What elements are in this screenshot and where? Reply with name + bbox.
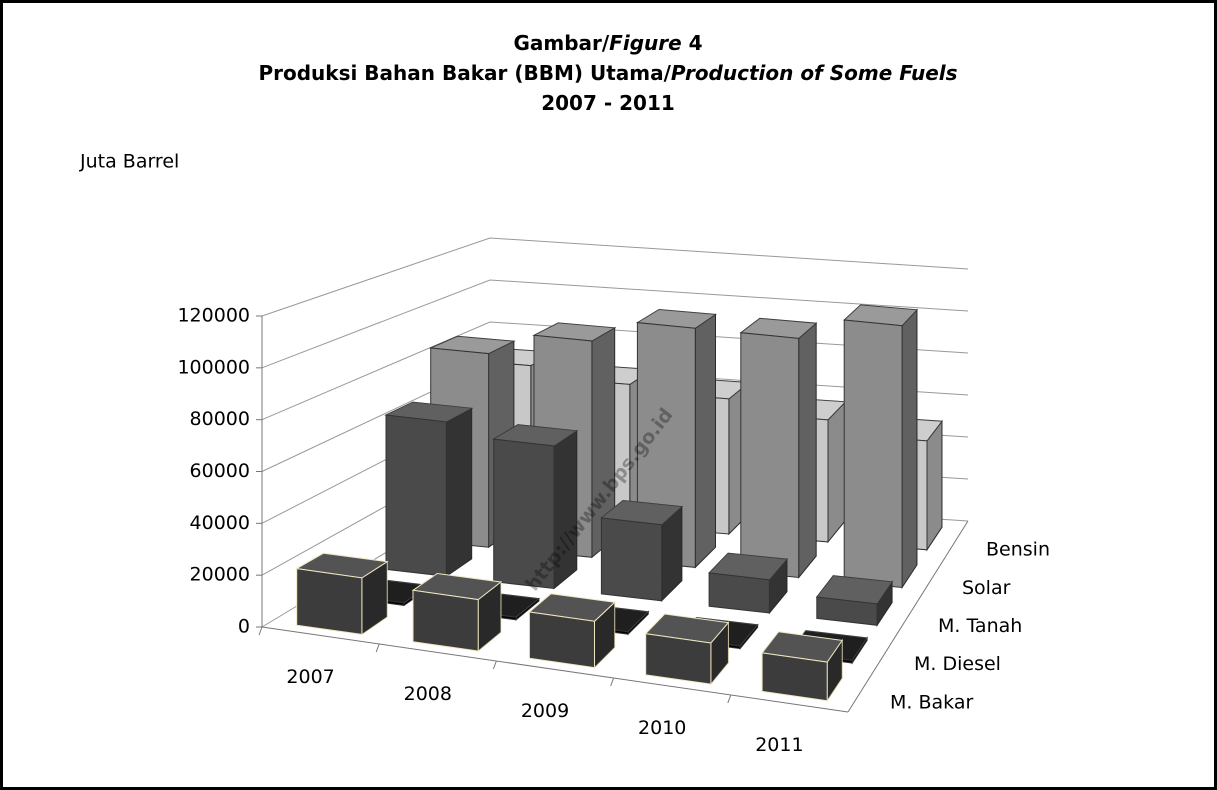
bar-top-shade (529, 593, 615, 622)
bar-top-shade (601, 500, 682, 525)
bar-side-shade (828, 401, 846, 542)
x-tick-label: 2011 (755, 734, 803, 756)
bar-top-shade (637, 309, 716, 329)
y-tick-label: 80000 (190, 408, 250, 430)
grid-line (261, 279, 969, 369)
title-part: Gambar/ (513, 31, 609, 55)
x-tick-label: 2008 (404, 683, 452, 705)
bar-front (600, 517, 663, 602)
bar (528, 593, 616, 669)
bar-front (843, 319, 903, 589)
series-label: Solar (962, 577, 1011, 599)
bar-top-shade (534, 322, 615, 341)
bar-top-shade (816, 575, 893, 604)
series-label: Bensin (986, 539, 1050, 561)
y-tick-label: 0 (238, 616, 250, 638)
chart-title: 2007 - 2011 (541, 91, 675, 115)
series-label: M. Tanah (938, 615, 1022, 637)
bar-top-shade (645, 614, 729, 643)
x-tick (492, 660, 497, 670)
bar-side-shade (661, 506, 682, 601)
bar (600, 499, 684, 603)
bar-front (493, 438, 555, 590)
bar-top-shade (844, 304, 917, 326)
bar-front (528, 611, 595, 669)
x-tick (610, 677, 615, 687)
series-label: M. Bakar (890, 691, 973, 713)
x-tick (375, 643, 380, 653)
bar-side-shade (798, 323, 817, 578)
x-tick-label: 2010 (638, 717, 686, 739)
y-tick-label: 40000 (190, 512, 250, 534)
bar-front (412, 589, 479, 652)
bar-side-shade (877, 581, 893, 626)
bar-front (385, 414, 447, 577)
bar (708, 552, 788, 615)
bar-front (645, 633, 712, 685)
bar-side-shade (591, 327, 615, 558)
bar (739, 317, 818, 579)
bar-top-shade (430, 336, 514, 354)
y-tick-label: 20000 (190, 564, 250, 586)
bar-front (816, 596, 878, 626)
x-tick (727, 694, 732, 704)
bar-side-shade (446, 408, 472, 577)
title-part: Figure (609, 31, 682, 55)
x-axis (261, 626, 849, 713)
grid-line (261, 237, 969, 317)
x-tick-label: 2009 (521, 700, 569, 722)
title-part: Produksi Bahan Bakar (BBM) Utama/ (258, 61, 671, 85)
bar-side-shade (695, 314, 716, 568)
bar-top-shade (709, 553, 787, 580)
bar-side-shade (769, 559, 787, 613)
bar-side-shade (361, 561, 388, 635)
bar-side-shade (554, 430, 577, 589)
bar (384, 401, 474, 578)
bar-front (708, 572, 770, 614)
y-tick-label: 120000 (177, 305, 250, 327)
title-part: 2007 - 2011 (541, 91, 675, 115)
x-tick (258, 626, 263, 636)
bar-side-shade (594, 602, 615, 668)
bar-side-shade (478, 582, 501, 651)
y-axis-label: Juta Barrel (79, 151, 179, 173)
bar (815, 575, 893, 627)
bar (492, 424, 579, 590)
bar (761, 631, 844, 703)
bar-top-shade (740, 318, 817, 339)
bar-top-shade (762, 631, 843, 663)
bar (411, 572, 503, 653)
chart-title: Gambar/Figure 4 (513, 31, 702, 55)
title-part: Production of Some Fuels (671, 61, 958, 85)
y-tick-label: 60000 (190, 460, 250, 482)
bar (843, 304, 919, 590)
bar-side-shade (927, 421, 942, 550)
bar-front (296, 568, 363, 635)
bar-top-shade (493, 424, 577, 446)
series-label: M. Diesel (914, 653, 1001, 675)
bar-side-shade (827, 640, 843, 701)
chart-title: Produksi Bahan Bakar (BBM) Utama/Product… (258, 61, 957, 85)
bar (644, 613, 730, 686)
y-tick-label: 100000 (177, 356, 250, 378)
bar-front (740, 332, 800, 579)
bar (295, 552, 389, 636)
title-part: 4 (682, 31, 703, 55)
x-tick-label: 2007 (286, 666, 334, 688)
depth-axis (847, 520, 969, 713)
bar-side-shade (902, 309, 917, 588)
bar-front (761, 652, 828, 702)
